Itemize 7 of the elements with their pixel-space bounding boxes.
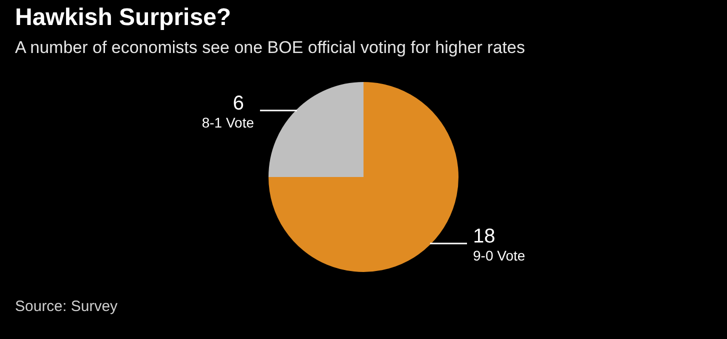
chart-title: Hawkish Surprise?: [15, 4, 232, 32]
slice-label: 9-0 Vote: [473, 248, 526, 264]
data-label: 18: [473, 226, 496, 248]
source-note: Source: Survey: [15, 298, 118, 315]
slice-label: 8-1 Vote: [202, 114, 254, 130]
data-label: 6: [232, 92, 244, 114]
chart-subtitle: A number of economists see one BOE official voting for higher rates: [15, 38, 525, 58]
